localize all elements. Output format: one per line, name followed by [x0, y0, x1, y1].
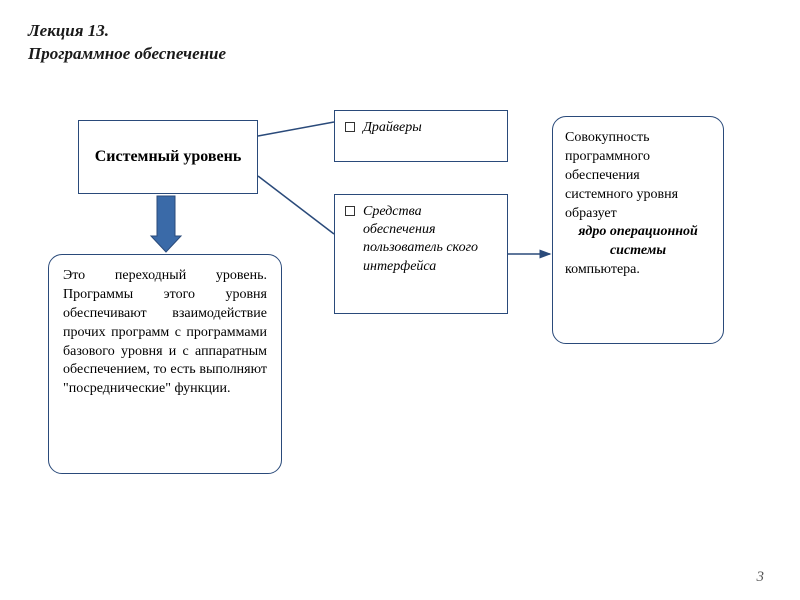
- box-drivers-text: Драйверы: [363, 119, 491, 137]
- title-line1: Лекция 13.: [28, 20, 226, 43]
- box-system-level-text: Системный уровень: [95, 146, 242, 168]
- box-drivers: Драйверы: [334, 110, 508, 162]
- bullet-icon: [345, 122, 355, 132]
- bullet-icon: [345, 206, 355, 216]
- box-ui-means-text: Средства обеспечения пользователь ского …: [363, 203, 491, 276]
- box-os-kernel: Совокупность программного обеспечения си…: [552, 116, 724, 344]
- box-description: Это переходный уровень. Программы этого …: [48, 254, 282, 474]
- box-right-post: компьютера.: [565, 262, 640, 277]
- lecture-title: Лекция 13. Программное обеспечение: [28, 20, 226, 66]
- box-description-text: Это переходный уровень. Программы этого …: [63, 268, 267, 396]
- page-number: 3: [757, 569, 765, 586]
- box-system-level: Системный уровень: [78, 120, 258, 194]
- box-right-pre: Совокупность программного обеспечения си…: [565, 130, 678, 221]
- box-right-emph: ядро операционной системы: [565, 223, 711, 261]
- title-line2: Программное обеспечение: [28, 43, 226, 66]
- box-ui-means: Средства обеспечения пользователь ского …: [334, 194, 508, 314]
